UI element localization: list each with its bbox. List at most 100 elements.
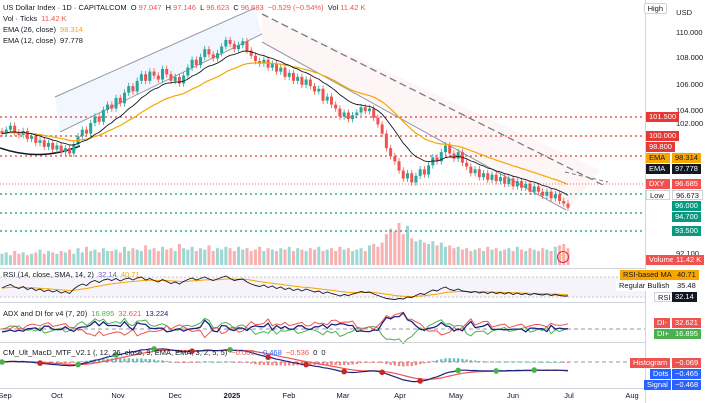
descending-channel-fill <box>262 14 600 210</box>
di-plus-tag-label: DI+ <box>654 329 672 339</box>
candle-body <box>321 88 325 101</box>
volume-bar <box>376 246 380 265</box>
volume-bar <box>148 249 152 265</box>
candle-body <box>355 112 359 116</box>
macd-histogram-bar <box>279 362 282 366</box>
candle-body <box>30 136 34 139</box>
volume-bar <box>380 242 384 265</box>
macd-histogram-bar <box>410 362 413 367</box>
volume-bar <box>317 246 321 265</box>
volume-bar <box>237 246 241 265</box>
ema12-legend[interactable]: EMA (12, close) 97.778 <box>3 36 85 46</box>
volume-bar <box>456 246 460 265</box>
macd-histogram-bar <box>440 359 443 362</box>
macd-histogram-bar <box>89 360 92 362</box>
ema12-label: EMA (12, close) <box>3 36 56 45</box>
candle-body <box>422 169 426 175</box>
macd-histogram-bar <box>393 362 397 366</box>
price-axis-label: 92.100 <box>676 249 699 258</box>
macd-histogram-bar <box>258 362 261 365</box>
macd-pane <box>0 346 645 384</box>
volume-bar <box>199 248 203 265</box>
candle-body <box>486 173 490 180</box>
adx-legend[interactable]: ADX and DI for v4 (7, 20) 16.895 32.621 … <box>3 309 170 319</box>
candle-body <box>287 72 291 77</box>
volume-bar <box>152 248 156 265</box>
volume-bar <box>182 248 186 265</box>
volume-bar <box>224 246 228 265</box>
volume-bar <box>515 246 519 265</box>
candle-body <box>498 177 502 182</box>
pane-separator <box>0 388 645 389</box>
macd-histogram-bar <box>309 362 312 365</box>
candle-body <box>156 75 160 80</box>
bolt-icon[interactable]: ⚡ <box>557 251 569 263</box>
macd-histogram-bar <box>444 358 447 362</box>
volume-bar <box>51 252 55 265</box>
h-value: 97.146 <box>173 3 196 12</box>
macd-histogram-bar <box>478 361 481 362</box>
x-axis-label: Oct <box>51 391 63 400</box>
candle-body <box>313 86 317 92</box>
macd-cross-dot <box>493 368 499 374</box>
volume-bar <box>203 249 207 265</box>
candle-body <box>122 92 126 104</box>
volume-bar <box>76 248 80 265</box>
candle-body <box>372 108 376 118</box>
candle-body <box>405 173 409 179</box>
pane-separator[interactable] <box>0 302 645 303</box>
macd-histogram-bar <box>169 361 173 363</box>
volume-bar <box>338 246 342 265</box>
candle-body <box>528 183 532 192</box>
adx-pane <box>0 311 645 345</box>
candle-body <box>342 112 346 117</box>
macd-histogram-bar <box>182 362 185 364</box>
candle-body <box>524 183 528 188</box>
macd-histogram-bar <box>199 361 202 363</box>
symbol-title[interactable]: US Dollar Index · 1D · CAPITALCOM <box>3 3 127 12</box>
main-legend[interactable]: US Dollar Index · 1D · CAPITALCOM O 97.04… <box>3 3 368 13</box>
price-axis-label: 104.000 <box>676 106 704 115</box>
pane-separator[interactable] <box>0 342 645 343</box>
macd-legend[interactable]: CM_Ult_MacD_MTF_V2.1 (, 12, 26, close, 9… <box>3 348 328 358</box>
candle-body <box>329 96 333 105</box>
candle-body <box>51 142 55 150</box>
volume-bar <box>270 249 274 265</box>
macd-histogram-bar <box>427 362 430 363</box>
candle-body <box>490 174 494 180</box>
macd-histogram-bar <box>342 362 346 366</box>
volume-bar <box>359 248 363 265</box>
macd-histogram-bar <box>372 362 375 363</box>
candle-body <box>165 68 169 75</box>
candle-body <box>418 169 422 176</box>
candle-body <box>494 174 498 182</box>
macd-histogram-bar <box>490 361 494 363</box>
macd-line <box>1 348 569 383</box>
macd-v4: 0 <box>313 348 318 357</box>
volume-bar <box>473 249 477 265</box>
volume-bar <box>215 248 219 265</box>
ema-tag-label: EMA <box>646 153 670 163</box>
macd-histogram-bar <box>359 362 363 364</box>
macd-label: CM_Ult_MacD_MTF_V2.1 (, 12, 26, close, 9… <box>3 348 228 357</box>
candle-body <box>558 194 562 201</box>
volume-tag: 11.42 K <box>673 255 705 265</box>
high-button[interactable]: High <box>643 3 667 14</box>
pane-separator[interactable] <box>0 268 645 269</box>
macd-histogram-bar <box>68 362 71 364</box>
ema12-value: 97.778 <box>60 36 83 45</box>
regular-bullish-label: Regular Bullish <box>616 281 673 291</box>
x-axis-label: Sep <box>0 391 12 400</box>
rsi-legend[interactable]: RSI (14, close, SMA, 14, 2) 32.14 40.71 <box>3 270 142 280</box>
volume-bar <box>101 248 105 265</box>
currency-label[interactable]: USD <box>676 8 692 17</box>
vol-ticks-legend[interactable]: Vol · Ticks 11.42 K <box>3 14 69 24</box>
l-label: L <box>200 3 205 12</box>
volume-bar <box>469 251 473 265</box>
x-axis-label: Jul <box>564 391 574 400</box>
candle-body <box>97 116 101 122</box>
volume-bar <box>405 225 409 265</box>
macd-histogram-bar <box>448 358 451 362</box>
ema26-legend[interactable]: EMA (26, close) 98.314 <box>3 25 85 35</box>
